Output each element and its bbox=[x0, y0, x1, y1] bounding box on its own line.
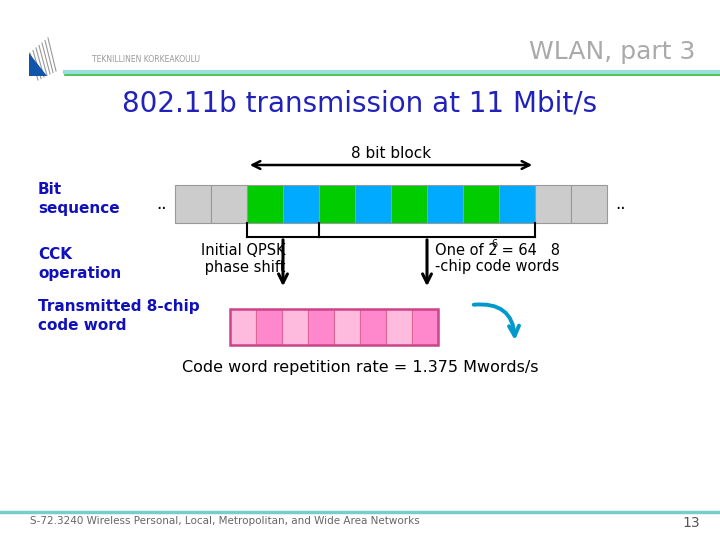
Text: Transmitted 8-chip
code word: Transmitted 8-chip code word bbox=[38, 299, 199, 333]
Bar bbox=[256, 309, 282, 345]
Polygon shape bbox=[29, 53, 47, 76]
Text: ..: .. bbox=[615, 195, 626, 213]
Text: S-72.3240 Wireless Personal, Local, Metropolitan, and Wide Area Networks: S-72.3240 Wireless Personal, Local, Metr… bbox=[30, 516, 420, 526]
Bar bbox=[391, 185, 427, 223]
Bar bbox=[230, 309, 256, 345]
Bar bbox=[308, 309, 334, 345]
Bar bbox=[175, 185, 211, 223]
Text: 802.11b transmission at 11 Mbit/s: 802.11b transmission at 11 Mbit/s bbox=[122, 90, 598, 118]
Text: Code word repetition rate = 1.375 Mwords/s: Code word repetition rate = 1.375 Mwords… bbox=[181, 360, 539, 375]
Text: 13: 13 bbox=[683, 516, 700, 530]
Bar bbox=[571, 185, 607, 223]
Bar bbox=[282, 309, 308, 345]
Bar bbox=[230, 309, 438, 345]
Bar bbox=[211, 185, 247, 223]
Text: Bit
sequence: Bit sequence bbox=[38, 182, 120, 216]
Bar bbox=[412, 309, 438, 345]
Text: CCK
operation: CCK operation bbox=[38, 247, 121, 281]
Bar bbox=[499, 185, 535, 223]
Bar bbox=[386, 309, 412, 345]
Bar bbox=[535, 185, 571, 223]
Text: Initial QPSK
 phase shift: Initial QPSK phase shift bbox=[200, 243, 286, 275]
Bar bbox=[334, 309, 360, 345]
Bar bbox=[247, 185, 283, 223]
Text: One of 2: One of 2 bbox=[435, 243, 498, 258]
Text: ..: .. bbox=[156, 195, 167, 213]
Text: 6: 6 bbox=[491, 239, 497, 249]
Text: -chip code words: -chip code words bbox=[435, 259, 559, 274]
Bar bbox=[360, 309, 386, 345]
Text: TEKNILLINEN KORKEAKOULU: TEKNILLINEN KORKEAKOULU bbox=[92, 55, 200, 64]
Bar bbox=[319, 185, 355, 223]
Text: = 64   8: = 64 8 bbox=[497, 243, 560, 258]
FancyArrowPatch shape bbox=[474, 305, 519, 336]
Bar bbox=[355, 185, 391, 223]
Text: WLAN, part 3: WLAN, part 3 bbox=[528, 40, 695, 64]
Bar bbox=[427, 185, 463, 223]
Bar bbox=[463, 185, 499, 223]
Text: 8 bit block: 8 bit block bbox=[351, 146, 431, 161]
Bar bbox=[283, 185, 319, 223]
